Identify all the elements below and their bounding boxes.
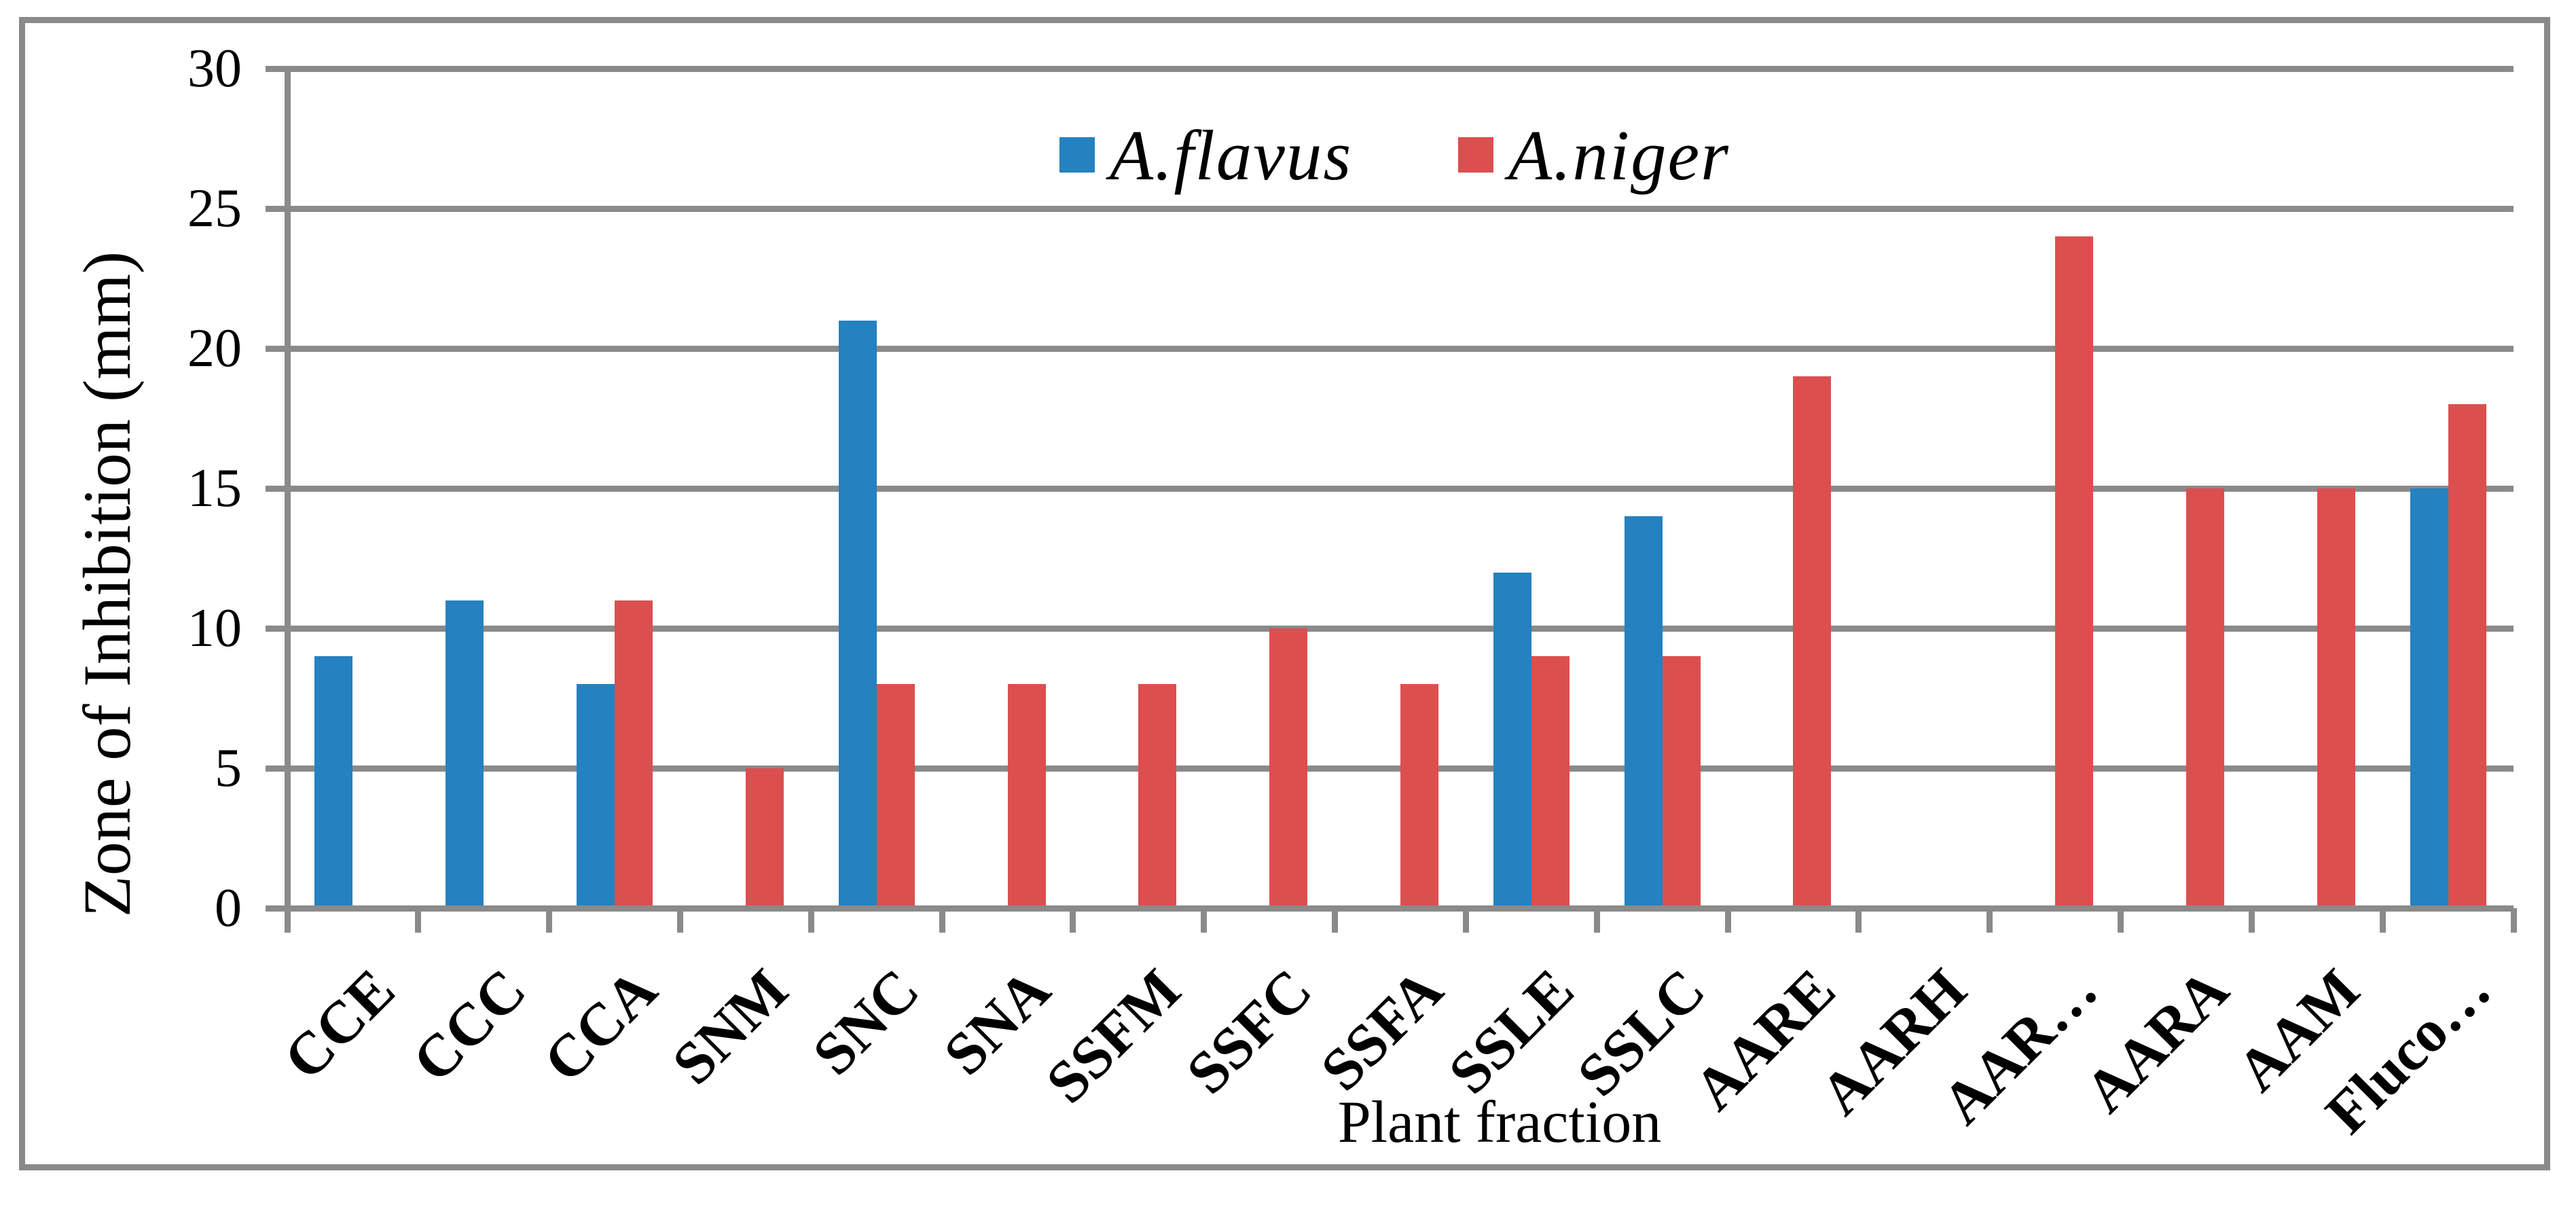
x-tick xyxy=(415,908,422,933)
x-tick xyxy=(2510,908,2517,933)
figure-border xyxy=(19,17,2550,1170)
x-tick xyxy=(1332,908,1339,933)
bar-a-niger-AARA xyxy=(2185,488,2224,908)
bar-a-niger-Fluco xyxy=(2448,404,2486,908)
gridline-30 xyxy=(266,65,2514,72)
x-axis-title: Plant fraction xyxy=(1337,1090,1662,1155)
x-tick xyxy=(1201,908,1208,933)
legend-label-a-niger: A.niger xyxy=(1508,115,1730,195)
y-tick-label-5: 5 xyxy=(215,738,242,798)
x-tick xyxy=(808,908,814,933)
legend-swatch-a-niger xyxy=(1458,137,1493,173)
x-tick xyxy=(1462,908,1469,933)
gridline-15 xyxy=(266,485,2514,492)
x-tick xyxy=(2379,908,2386,933)
bar-a-niger-SSLE xyxy=(1531,656,1570,908)
x-tick xyxy=(1593,908,1600,933)
x-tick xyxy=(546,908,553,933)
bar-a-niger-CCA xyxy=(615,600,653,908)
x-tick xyxy=(676,908,683,933)
y-axis-line xyxy=(284,65,291,930)
x-tick xyxy=(1070,908,1076,933)
y-tick-label-25: 25 xyxy=(187,179,242,238)
y-tick-label-0: 0 xyxy=(215,878,242,938)
gridline-10 xyxy=(266,625,2514,632)
bar-a-niger-AAM xyxy=(2317,488,2355,908)
gridline-5 xyxy=(266,765,2514,772)
bar-a-niger-SSFC xyxy=(1269,628,1308,908)
y-tick-label-10: 10 xyxy=(187,598,242,658)
y-axis-title: Zone of Inhibition (mm) xyxy=(69,251,145,918)
x-tick xyxy=(1724,908,1731,933)
bar-a-flavus-CCA xyxy=(577,684,615,908)
legend-item-a-flavus: A.flavus xyxy=(1059,101,1352,209)
bar-a-flavus-CCC xyxy=(446,600,484,908)
legend-label-a-flavus: A.flavus xyxy=(1110,115,1353,195)
gridline-20 xyxy=(266,345,2514,352)
bar-a-niger-SSFM xyxy=(1138,684,1177,908)
bar-a-flavus-SSLE xyxy=(1493,572,1531,908)
bar-a-niger-AAR xyxy=(2055,236,2094,908)
bar-a-niger-SSLC xyxy=(1662,656,1701,908)
y-tick-label-15: 15 xyxy=(187,458,242,518)
bar-a-flavus-CCE xyxy=(314,656,353,908)
gridline-25 xyxy=(266,205,2514,212)
x-tick xyxy=(284,908,291,933)
y-tick-label-20: 20 xyxy=(187,319,242,378)
bar-a-niger-SNM xyxy=(745,768,784,908)
bar-a-flavus-Fluco xyxy=(2410,488,2448,908)
y-tick-label-30: 30 xyxy=(187,39,242,98)
x-axis-line xyxy=(266,905,2514,912)
bar-a-niger-SSFA xyxy=(1400,684,1438,908)
bar-a-flavus-SNC xyxy=(838,320,877,908)
x-tick xyxy=(939,908,945,933)
legend-item-a-niger: A.niger xyxy=(1458,101,1730,209)
x-tick xyxy=(2118,908,2124,933)
bar-a-niger-SNC xyxy=(876,684,915,908)
bar-a-niger-AARE xyxy=(1793,376,1832,908)
x-tick xyxy=(1855,908,1862,933)
x-tick xyxy=(1987,908,1993,933)
bar-a-niger-SNA xyxy=(1007,684,1046,908)
x-tick xyxy=(2248,908,2255,933)
bar-a-flavus-SSLC xyxy=(1624,516,1663,908)
legend-swatch-a-flavus xyxy=(1059,137,1095,173)
